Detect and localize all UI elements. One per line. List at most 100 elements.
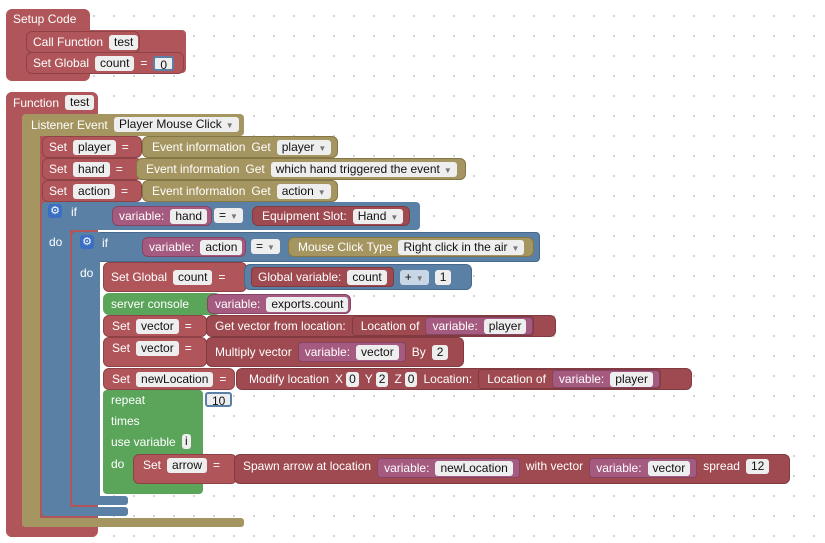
mouse-click-type-block[interactable]: Mouse Click Type Right click in the air ▼ [288, 237, 534, 257]
variable-vector-field[interactable]: vector [356, 344, 399, 360]
location-of-block[interactable]: Location of variable: player [478, 369, 661, 389]
set-hand-block[interactable]: Set hand = [42, 158, 142, 180]
variable-exports-field[interactable]: exports.count [266, 296, 349, 312]
multiply-number-field[interactable]: 2 [431, 344, 449, 360]
set-vector-block[interactable]: Set vector = [103, 337, 207, 367]
call-function-block[interactable]: Call Function test [26, 31, 140, 53]
eq-label: = [115, 162, 123, 176]
location-label: Location: [423, 372, 473, 386]
variable-vector-block[interactable]: variable: vector [297, 342, 406, 362]
gear-icon[interactable]: ⚙ [80, 235, 94, 249]
set-action-var-field[interactable]: action [73, 183, 116, 199]
set-global-block[interactable]: Set Global count = 0 [26, 52, 184, 74]
eq-label: = [140, 56, 148, 70]
if-label: if [71, 205, 77, 219]
set-label: Set [112, 319, 131, 333]
variable-player-block[interactable]: variable: player [551, 370, 660, 388]
server-console-label: server console [111, 297, 190, 311]
set-action-block[interactable]: Set action = [42, 180, 142, 202]
compare-operator-dropdown[interactable]: = ▼ [251, 239, 280, 254]
variable-player-field[interactable]: player [610, 371, 653, 387]
variable-exports-block[interactable]: variable: exports.count [207, 294, 351, 314]
y-label: Y [364, 372, 373, 386]
spawn-arrow-block[interactable]: Spawn arrow at location variable: newLoc… [234, 454, 790, 484]
set-arrow-block[interactable]: Set arrow = [133, 454, 237, 484]
function-body-spine [6, 92, 22, 537]
set-global-count-block[interactable]: Set Global count = [103, 262, 247, 292]
set-newlocation-var-field[interactable]: newLocation [136, 371, 214, 387]
set-newlocation-block[interactable]: Set newLocation = [103, 368, 235, 390]
variable-action-field[interactable]: action [200, 239, 243, 255]
mouse-click-type-dropdown[interactable]: Right click in the air ▼ [398, 239, 525, 255]
variable-label: variable: [384, 461, 430, 475]
set-label: Set [49, 140, 68, 154]
location-of-block[interactable]: Location of variable: player [351, 316, 535, 336]
eq-label: = [219, 372, 227, 386]
location-of-label: Location of [487, 372, 546, 386]
call-function-field[interactable]: test [109, 34, 139, 50]
variable-newlocation-block[interactable]: variable: newLocation [377, 458, 520, 478]
listener-footer [22, 518, 244, 527]
set-arrow-var-field[interactable]: arrow [167, 458, 208, 473]
operator-value: = [256, 239, 264, 253]
spread-label: spread [703, 459, 740, 473]
equipment-slot-dropdown[interactable]: Hand ▼ [352, 208, 404, 224]
function-title: Function [13, 96, 60, 110]
set-hand-var-field[interactable]: hand [73, 161, 110, 177]
variable-player-block[interactable]: variable: player [425, 317, 534, 335]
if-label: if [102, 236, 108, 250]
variable-action-block[interactable]: variable: action [142, 237, 246, 257]
get-vector-block[interactable]: Get vector from location: Location of va… [206, 315, 556, 337]
event-info-dropdown[interactable]: which hand triggered the event ▼ [270, 161, 457, 177]
variable-player-field[interactable]: player [483, 318, 527, 334]
variable-newlocation-field[interactable]: newLocation [435, 460, 513, 476]
set-global-var-field[interactable]: count [95, 55, 135, 71]
variable-vector-block[interactable]: variable: vector [589, 458, 698, 478]
gear-icon[interactable]: ⚙ [48, 204, 62, 218]
function-name-field[interactable]: test [65, 95, 95, 110]
y-value-field[interactable]: 2 [375, 371, 389, 387]
z-value-field[interactable]: 0 [404, 371, 418, 387]
variable-hand-field[interactable]: hand [170, 208, 208, 224]
variable-vector-field[interactable]: vector [647, 460, 691, 476]
repeat-count-field[interactable]: 10 [205, 392, 233, 408]
equipment-slot-block[interactable]: Equipment Slot: Hand ▼ [252, 206, 410, 226]
event-info-action-block[interactable]: Event information Get action ▼ [142, 180, 338, 202]
modify-location-label: Modify location [249, 372, 330, 386]
set-global-count-field[interactable]: count [173, 269, 213, 285]
set-global-value-field[interactable]: 0 [153, 55, 175, 72]
listener-event-value: Player Mouse Click [119, 117, 222, 131]
event-info-dropdown[interactable]: player ▼ [276, 139, 332, 155]
x-value-field[interactable]: 0 [346, 371, 359, 387]
math-block[interactable]: Global variable: count + ▼ 1 [244, 264, 472, 290]
compare-operator-dropdown[interactable]: = ▼ [214, 208, 243, 223]
listener-event-dropdown[interactable]: Player Mouse Click ▼ [114, 117, 239, 132]
use-variable-field[interactable]: i [182, 434, 191, 449]
event-info-value: action [281, 183, 314, 198]
set-vector-var-field[interactable]: vector [136, 318, 179, 334]
set-label: Set [112, 341, 131, 355]
times-label: times [111, 414, 140, 428]
do-label: do [111, 457, 125, 471]
server-console-block[interactable]: server console [103, 293, 221, 315]
chevron-down-icon: ▼ [317, 187, 326, 197]
global-variable-field[interactable]: count [347, 269, 387, 285]
event-info-player-block[interactable]: Event information Get player ▼ [142, 136, 338, 158]
set-player-block[interactable]: Set player = [42, 136, 142, 158]
set-vector-var-field[interactable]: vector [136, 341, 179, 356]
variable-hand-block[interactable]: variable: hand [112, 206, 212, 226]
global-variable-block[interactable]: Global variable: count [251, 267, 394, 287]
event-info-hand-block[interactable]: Event information Get which hand trigger… [136, 158, 466, 180]
equipment-slot-value: Hand [357, 208, 387, 223]
multiply-vector-block[interactable]: Multiply vector variable: vector By 2 [206, 337, 464, 367]
spread-number-field[interactable]: 12 [745, 459, 770, 474]
variable-label: variable: [304, 345, 351, 359]
eq-label: = [121, 184, 129, 198]
set-vector-block[interactable]: Set vector = [103, 315, 207, 337]
math-number-field[interactable]: 1 [434, 269, 452, 285]
event-info-dropdown[interactable]: action ▼ [276, 183, 331, 199]
set-player-var-field[interactable]: player [73, 139, 116, 155]
math-operator-dropdown[interactable]: + ▼ [399, 269, 429, 285]
variable-label: variable: [558, 372, 605, 386]
modify-location-block[interactable]: Modify location X 0 Y 2 Z 0 Location: Lo… [236, 368, 692, 390]
